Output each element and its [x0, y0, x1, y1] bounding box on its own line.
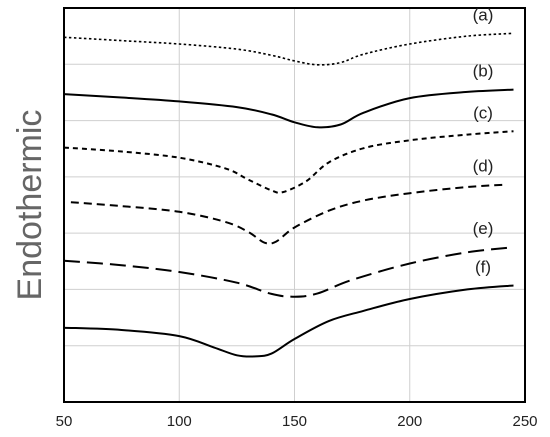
- series-lines: [63, 32, 514, 358]
- series-line-f: [63, 284, 514, 358]
- x-tick-label: 50: [56, 413, 73, 430]
- series-label-f: (f): [475, 257, 491, 276]
- y-axis-label: Endothermic: [11, 110, 49, 301]
- series-label-b: (b): [473, 62, 494, 81]
- series-line-d: [70, 183, 507, 245]
- plot-frame: [63, 7, 526, 403]
- x-axis: 50 100 150 200 250: [56, 413, 538, 430]
- series-line-e: [63, 246, 514, 298]
- x-tick-label: 100: [167, 413, 192, 430]
- x-tick-label: 200: [397, 413, 422, 430]
- x-tick-label: 250: [512, 413, 537, 430]
- series-label-a: (a): [473, 5, 494, 24]
- series-line-c: [63, 130, 514, 194]
- series-labels: (a) (b) (c) (d) (e) (f): [473, 5, 494, 276]
- series-line-b: [63, 88, 514, 129]
- x-tick-label: 150: [282, 413, 307, 430]
- series-line-a: [63, 32, 514, 66]
- series-label-e: (e): [473, 219, 494, 238]
- series-label-d: (d): [473, 157, 494, 176]
- series-label-c: (c): [473, 103, 493, 122]
- gridlines: [64, 8, 525, 402]
